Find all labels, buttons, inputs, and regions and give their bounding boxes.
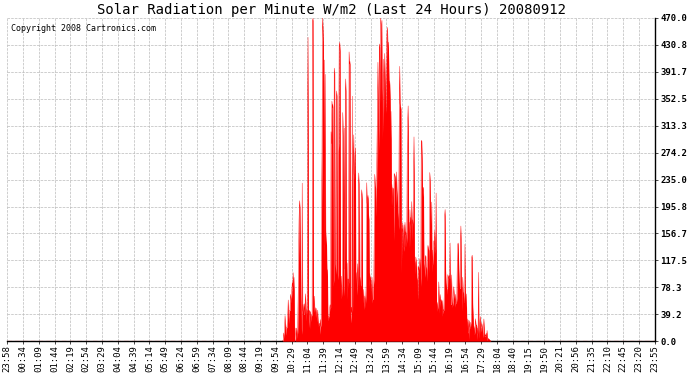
Text: Copyright 2008 Cartronics.com: Copyright 2008 Cartronics.com	[10, 24, 155, 33]
Title: Solar Radiation per Minute W/m2 (Last 24 Hours) 20080912: Solar Radiation per Minute W/m2 (Last 24…	[97, 3, 566, 17]
